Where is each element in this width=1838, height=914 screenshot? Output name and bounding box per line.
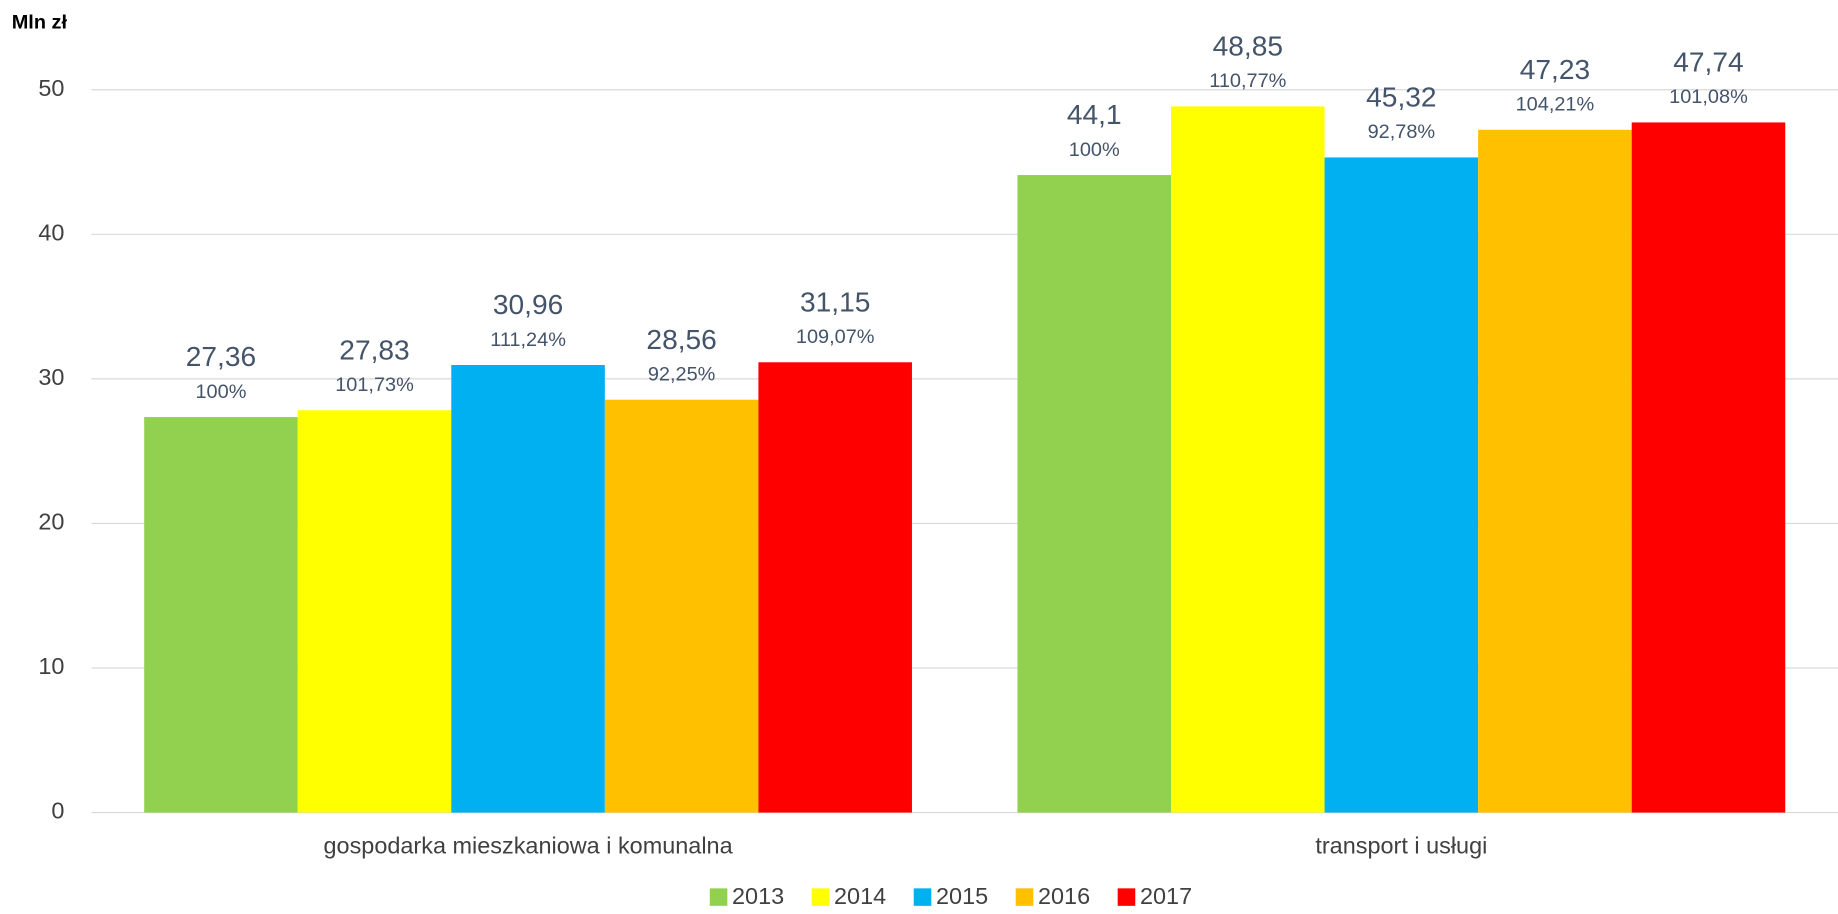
legend-label: 2013	[732, 883, 784, 909]
bar	[1171, 106, 1325, 813]
percent-label: 110,77%	[1209, 70, 1286, 92]
percent-label: 109,07%	[796, 326, 875, 348]
legend-label: 2017	[1140, 883, 1192, 909]
bar	[297, 410, 452, 813]
bar	[1017, 175, 1172, 813]
bar	[1324, 157, 1479, 813]
percent-label: 92,25%	[648, 364, 716, 386]
y-tick-label: 30	[38, 364, 64, 390]
legend-label: 2015	[936, 883, 988, 909]
value-label: 30,96	[493, 289, 563, 320]
legend-swatch	[913, 888, 932, 906]
bar	[1478, 129, 1632, 813]
percent-label: 100%	[1069, 139, 1120, 161]
percent-label: 101,73%	[335, 374, 414, 396]
value-label: 47,23	[1520, 54, 1590, 85]
x-tick-label: transport i usługi	[1315, 833, 1487, 859]
legend-swatch	[811, 888, 830, 906]
bar	[1631, 122, 1786, 813]
value-label: 44,1	[1067, 99, 1122, 130]
y-tick-label: 0	[51, 798, 64, 824]
value-label: 48,85	[1213, 31, 1283, 62]
bar	[604, 399, 759, 813]
legend-swatch	[1117, 888, 1136, 906]
y-tick-label: 50	[38, 75, 64, 101]
legend-swatch	[709, 888, 728, 906]
percent-label: 101,08%	[1669, 86, 1748, 108]
percent-label: 100%	[195, 381, 246, 403]
bar	[144, 417, 298, 813]
y-tick-label: 20	[38, 509, 64, 535]
value-label: 28,56	[646, 324, 716, 355]
percent-label: 111,24%	[490, 329, 566, 351]
y-tick-label: 10	[38, 653, 64, 679]
bar	[758, 362, 912, 813]
y-axis-label: Mln zł	[12, 12, 68, 34]
value-label: 27,83	[339, 334, 409, 365]
y-tick-label: 40	[38, 220, 64, 246]
legend-swatch	[1015, 888, 1034, 906]
x-tick-label: gospodarka mieszkaniowa i komunalna	[324, 833, 733, 859]
percent-label: 92,78%	[1368, 121, 1436, 143]
value-label: 47,74	[1673, 47, 1743, 78]
legend-label: 2014	[834, 883, 886, 909]
value-label: 27,36	[186, 341, 256, 372]
bar	[451, 365, 605, 813]
legend-label: 2016	[1038, 883, 1090, 909]
value-label: 45,32	[1366, 82, 1436, 113]
value-label: 31,15	[800, 286, 870, 317]
percent-label: 104,21%	[1516, 94, 1595, 116]
